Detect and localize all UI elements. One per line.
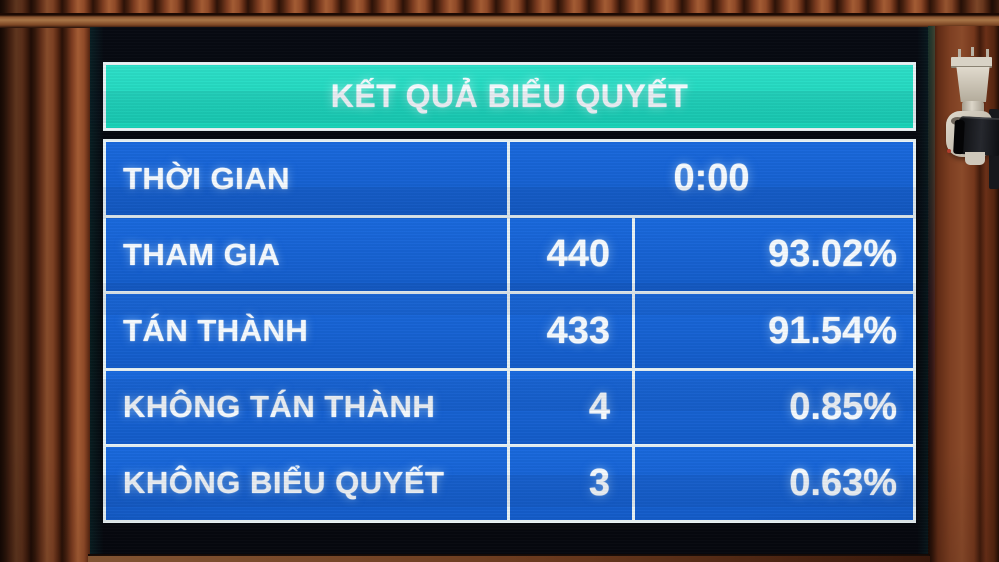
board-title: KẾT QUẢ BIỂU QUYẾT bbox=[103, 62, 916, 131]
row-label-cell: KHÔNG BIỂU QUYẾT bbox=[106, 447, 507, 520]
row-count-cell: 3 bbox=[507, 446, 632, 521]
table-row-tan-thanh: TÁN THÀNH 433 91.54% bbox=[106, 291, 913, 368]
time-label: THỜI GIAN bbox=[123, 160, 290, 196]
row-percent: 0.63% bbox=[789, 461, 897, 504]
row-label-cell: KHÔNG TÁN THÀNH bbox=[106, 371, 507, 444]
row-percent: 93.02% bbox=[768, 233, 897, 276]
row-label: TÁN THÀNH bbox=[123, 313, 309, 348]
camera-indicator-dot bbox=[947, 149, 951, 153]
camera-screw-icon bbox=[971, 47, 974, 56]
table-row-khong-bieu-quyet: KHÔNG BIỂU QUYẾT 3 0.63% bbox=[106, 443, 913, 521]
camera-mount-plate bbox=[951, 57, 992, 68]
row-label: KHÔNG BIỂU QUYẾT bbox=[123, 465, 445, 501]
time-value-cell: 0:00 bbox=[507, 142, 913, 216]
row-count: 440 bbox=[546, 233, 610, 276]
row-percent-cell: 93.02% bbox=[632, 218, 913, 292]
camera-lens-front bbox=[953, 119, 965, 155]
table-body: THỜI GIAN 0:00 THAM GIA 440 93.02% bbox=[103, 139, 916, 523]
time-value: 0:00 bbox=[673, 157, 750, 200]
row-label: THAM GIA bbox=[123, 236, 281, 272]
table-row-khong-tan-thanh: KHÔNG TÁN THÀNH 4 0.85% bbox=[106, 367, 913, 444]
table-row-time: THỜI GIAN 0:00 bbox=[106, 142, 913, 216]
table-row-tham-gia: THAM GIA 440 93.02% bbox=[106, 215, 913, 292]
camera-bracket bbox=[956, 67, 990, 102]
row-count: 3 bbox=[588, 461, 610, 504]
row-percent: 91.54% bbox=[768, 309, 897, 352]
row-percent-cell: 0.63% bbox=[632, 446, 913, 521]
row-count-cell: 4 bbox=[507, 370, 632, 444]
row-percent: 0.85% bbox=[789, 385, 897, 428]
row-percent-cell: 0.85% bbox=[632, 370, 913, 444]
camera-screw-icon bbox=[986, 49, 989, 58]
row-label: KHÔNG TÁN THÀNH bbox=[123, 389, 436, 425]
wood-rail bbox=[0, 13, 999, 28]
row-count-cell: 433 bbox=[507, 294, 632, 368]
led-screen: KẾT QUẢ BIỂU QUYẾT THỜI GIAN 0:00 THAM G… bbox=[90, 27, 929, 556]
row-count-cell: 440 bbox=[507, 218, 632, 292]
screen-bottom-ledge bbox=[88, 554, 930, 562]
vote-results-table: KẾT QUẢ BIỂU QUYẾT THỜI GIAN 0:00 THAM G… bbox=[103, 62, 916, 523]
row-label-cell: THAM GIA bbox=[106, 218, 507, 291]
camera-neck bbox=[962, 101, 984, 114]
row-count: 433 bbox=[546, 309, 610, 352]
board-title-text: KẾT QUẢ BIỂU QUYẾT bbox=[330, 78, 689, 114]
row-count: 4 bbox=[588, 385, 610, 428]
camera-lower-bracket bbox=[965, 152, 985, 165]
security-camera bbox=[940, 45, 999, 189]
row-percent-cell: 91.54% bbox=[632, 294, 913, 368]
time-label-cell: THỜI GIAN bbox=[106, 142, 507, 215]
row-label-cell: TÁN THÀNH bbox=[106, 294, 507, 367]
camera-screw-icon bbox=[958, 49, 961, 58]
